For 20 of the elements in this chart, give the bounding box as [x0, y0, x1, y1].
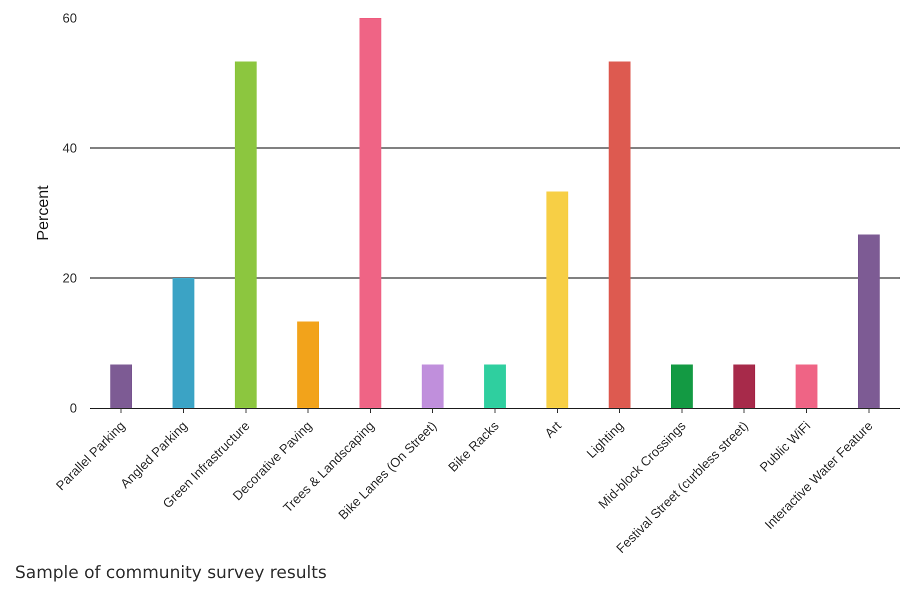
text: Sample of community survey results [15, 563, 327, 583]
bar [359, 18, 382, 408]
x-tick-label: Art [542, 418, 564, 441]
bar [297, 322, 319, 408]
y-axis-title: Percent [35, 184, 52, 241]
bar [671, 364, 693, 408]
bar [796, 364, 818, 408]
y-tick-label: 20 [62, 270, 77, 286]
y-tick-label: 0 [70, 400, 77, 416]
bar [733, 364, 756, 408]
bar [484, 364, 506, 408]
bar [546, 192, 568, 408]
y-tick-label: 60 [62, 10, 77, 26]
bar [172, 278, 194, 408]
bar [234, 62, 257, 408]
bar [110, 364, 132, 408]
bar [608, 62, 631, 408]
bar [422, 364, 444, 408]
bar [858, 234, 880, 408]
y-tick-label: 40 [62, 140, 77, 156]
